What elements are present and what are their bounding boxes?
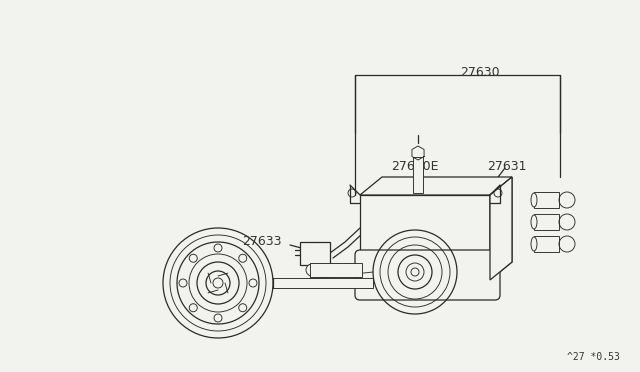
Bar bbox=[310, 263, 362, 277]
Polygon shape bbox=[360, 177, 512, 195]
Text: 27633: 27633 bbox=[243, 235, 282, 248]
Ellipse shape bbox=[531, 237, 537, 251]
Text: ^27 *0.53: ^27 *0.53 bbox=[567, 352, 620, 362]
Bar bbox=[534, 192, 559, 208]
Ellipse shape bbox=[531, 193, 537, 207]
FancyBboxPatch shape bbox=[355, 250, 500, 300]
Ellipse shape bbox=[531, 215, 537, 229]
Polygon shape bbox=[490, 177, 512, 280]
Text: 27630E: 27630E bbox=[391, 160, 439, 173]
Bar bbox=[534, 214, 559, 230]
Bar bbox=[273, 278, 373, 288]
Text: 27631: 27631 bbox=[487, 160, 527, 173]
Circle shape bbox=[306, 264, 318, 276]
Text: 27630: 27630 bbox=[460, 66, 500, 79]
FancyBboxPatch shape bbox=[300, 242, 330, 265]
Polygon shape bbox=[360, 195, 490, 280]
Bar bbox=[534, 236, 559, 252]
Bar bbox=[413, 157, 423, 193]
Polygon shape bbox=[490, 177, 512, 280]
